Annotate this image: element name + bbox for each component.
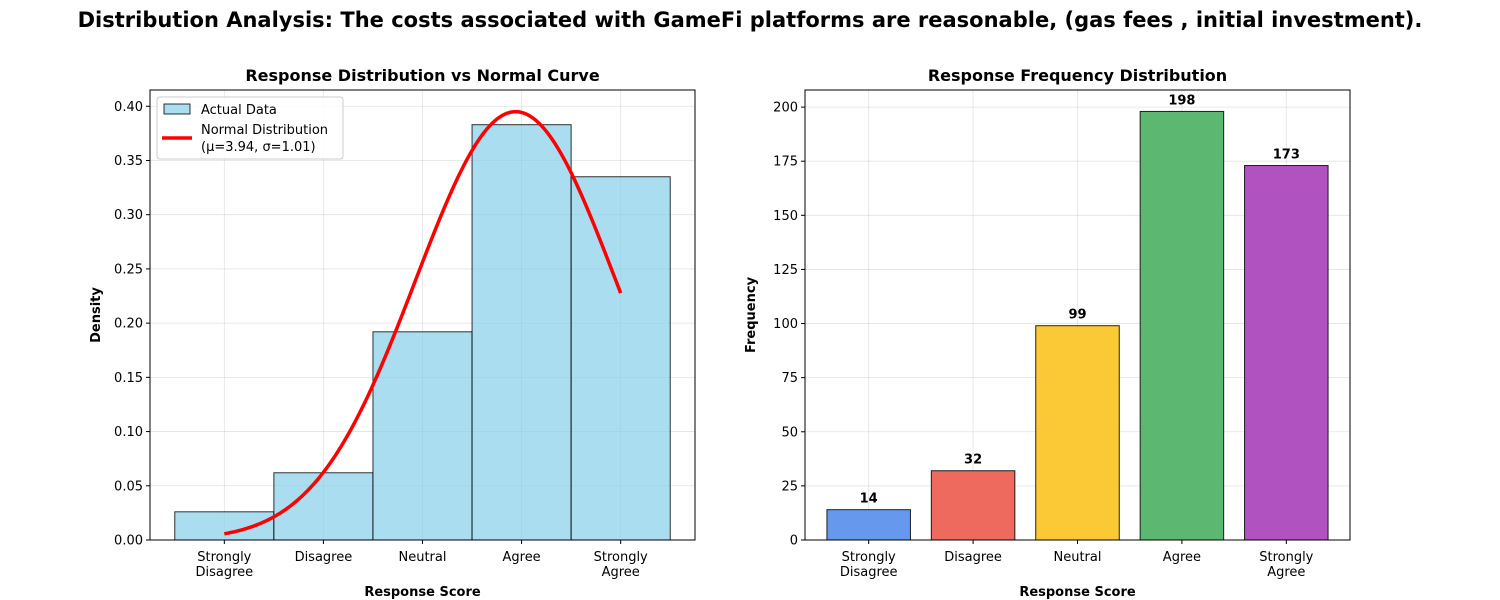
frequency-bar — [826, 509, 911, 541]
chart-histogram: 0.00 0.05 0.10 0.15 0.20 0.25 0.30 0.35 0.40 Stro… — [89, 66, 696, 600]
y-tick-label: 0.30 — [114, 208, 143, 223]
axes-title: Response Distribution vs Normal Curve — [245, 66, 599, 85]
y-axis-label: Frequency — [744, 276, 759, 353]
histogram-bar — [471, 124, 572, 541]
bar-value-label: 99 — [1068, 308, 1086, 323]
y-tick-label: 50 — [781, 425, 798, 440]
frequency-bar — [930, 470, 1016, 541]
y-tick-label: 75 — [781, 371, 798, 386]
x-tick-label: Strongly Agree — [1259, 550, 1313, 580]
bar-value-label: 14 — [860, 492, 878, 507]
figure-title: Distribution Analysis: The costs associa… — [77, 8, 1423, 32]
histogram-bar — [372, 331, 473, 541]
y-tick-label: 0 — [790, 534, 798, 549]
y-axis-label: Density — [89, 287, 104, 343]
histogram-bar — [570, 176, 671, 541]
y-tick-label: 0.10 — [114, 425, 143, 440]
legend-frame — [156, 96, 344, 160]
axes-title: Response Frequency Distribution — [928, 66, 1227, 85]
x-tick-label: Disagree — [944, 550, 1002, 565]
x-tick-label: Neutral — [1054, 550, 1102, 565]
x-tick-label: Strongly Disagree — [840, 550, 898, 580]
y-tick-label: 175 — [773, 155, 798, 170]
x-tick-label: Disagree — [295, 550, 353, 565]
frequency-bar — [1139, 110, 1225, 541]
x-tick-label: Neutral — [399, 550, 447, 565]
bar-value-label: 198 — [1168, 93, 1195, 108]
normal-curve — [223, 109, 623, 536]
legend: Actual Data Normal Distribution (μ=3.94, σ… — [156, 96, 344, 160]
y-tick-label: 0.00 — [114, 534, 143, 549]
legend-swatch-histogram — [163, 103, 191, 115]
bar-value-label: 32 — [964, 453, 982, 468]
frequency-bar — [1035, 325, 1120, 541]
x-tick-label: Strongly Disagree — [195, 550, 253, 580]
y-tick-label: 125 — [773, 263, 798, 278]
x-tick-label: Agree — [1163, 550, 1201, 565]
y-tick-label: 25 — [781, 479, 798, 494]
x-tick-label: Agree — [502, 550, 540, 565]
x-tick-label: Strongly Agree — [594, 550, 648, 580]
y-tick-label: 100 — [773, 317, 798, 332]
x-axis-label: Response Score — [1019, 585, 1136, 600]
y-tick-label: 0.25 — [114, 262, 143, 277]
y-tick-label: 150 — [773, 209, 798, 224]
y-tick-label: 0.20 — [114, 317, 143, 332]
frequency-bar — [1244, 165, 1329, 541]
x-axis-label: Response Score — [364, 585, 481, 600]
y-tick-label: 0.35 — [114, 154, 143, 169]
y-tick-label: 200 — [773, 101, 798, 116]
legend-label-histogram: Actual Data — [201, 103, 277, 118]
y-tick-label: 0.40 — [114, 100, 143, 115]
bar-value-label: 173 — [1273, 148, 1300, 163]
chart-frequency: 14 32 99 198 173 0 25 50 75 100 125 150 175 200 Strong… — [744, 66, 1351, 600]
legend-label-curve: Normal Distribution (μ=3.94, σ=1.01) — [201, 123, 328, 155]
histogram-bar — [174, 511, 275, 541]
y-tick-label: 0.05 — [114, 479, 143, 494]
y-tick-label: 0.15 — [114, 371, 143, 386]
